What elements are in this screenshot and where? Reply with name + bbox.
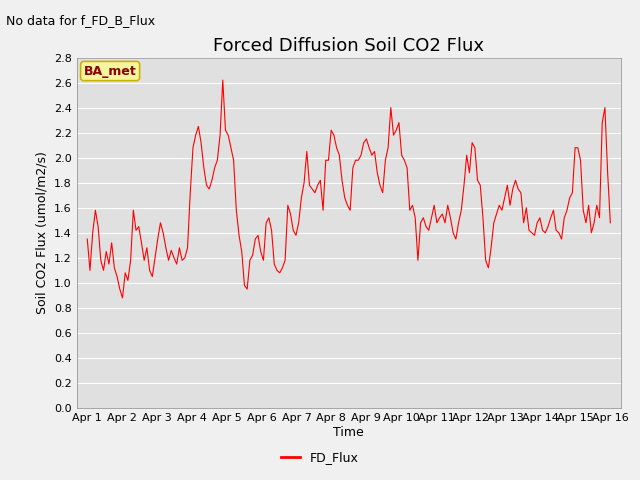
X-axis label: Time: Time bbox=[333, 426, 364, 439]
Text: No data for f_FD_B_Flux: No data for f_FD_B_Flux bbox=[6, 14, 156, 27]
Legend: FD_Flux: FD_Flux bbox=[276, 446, 364, 469]
Y-axis label: Soil CO2 Flux (umol/m2/s): Soil CO2 Flux (umol/m2/s) bbox=[35, 151, 49, 314]
Title: Forced Diffusion Soil CO2 Flux: Forced Diffusion Soil CO2 Flux bbox=[213, 36, 484, 55]
Text: BA_met: BA_met bbox=[84, 64, 136, 78]
